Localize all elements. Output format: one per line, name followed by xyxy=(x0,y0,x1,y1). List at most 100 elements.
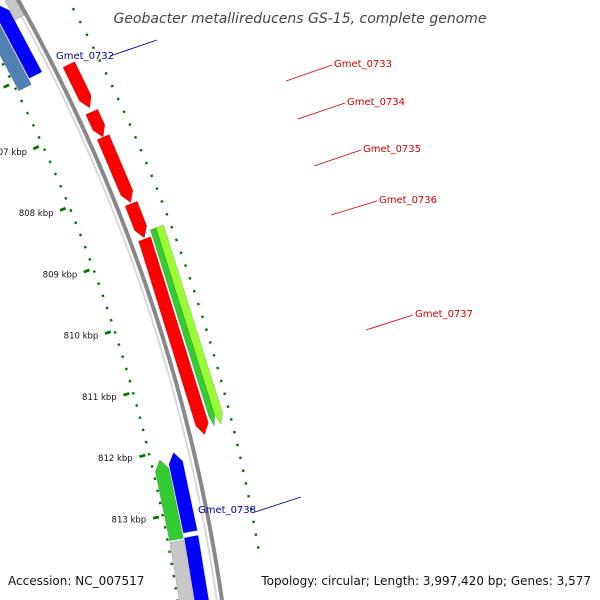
kbp-tick-label: 808 kbp xyxy=(19,209,54,219)
kbp-tick-mark xyxy=(152,515,160,520)
kbp-tick-mark xyxy=(123,392,130,397)
tick-dot xyxy=(155,187,159,191)
tick-dot xyxy=(48,160,52,164)
gene-leader-line xyxy=(313,149,362,167)
tick-dot xyxy=(135,404,139,407)
kbp-tick-label: 812 kbp xyxy=(98,454,133,464)
gene-block-gmet-0734 xyxy=(85,108,106,138)
gene-label: Gmet_0733 xyxy=(334,59,392,70)
tick-dot xyxy=(78,233,83,237)
tick-dots-layer xyxy=(1,7,260,600)
tick-dot xyxy=(223,392,227,396)
kbp-tick-mark xyxy=(59,206,67,212)
tick-dot xyxy=(219,379,223,383)
tick-dot xyxy=(179,251,183,255)
tick-dot xyxy=(64,196,68,200)
kbp-tick-mark xyxy=(3,83,10,89)
gene-labels-layer: Gmet_0732 Gmet_0733 Gmet_0734 Gmet_0735 Gmet… xyxy=(56,39,473,516)
gene-label: Gmet_0734 xyxy=(347,97,405,108)
tick-dot xyxy=(121,355,125,359)
tick-dot xyxy=(208,340,212,344)
gene-block-gmet-0738-green xyxy=(154,459,184,542)
tick-dot xyxy=(105,306,109,310)
tick-dot xyxy=(43,148,47,152)
tick-dot xyxy=(232,430,236,434)
tick-dot xyxy=(7,74,11,79)
feature-block-gmet-0737-lightgreen xyxy=(155,224,223,425)
tick-dot xyxy=(101,294,105,298)
tick-dot xyxy=(83,245,87,249)
tick-dot xyxy=(150,465,154,468)
tick-dot xyxy=(138,416,142,420)
tick-dot xyxy=(69,208,73,213)
tick-dot xyxy=(104,71,108,75)
tick-dot xyxy=(160,199,164,204)
kbp-tick-mark xyxy=(104,330,112,335)
tick-dot xyxy=(161,513,165,517)
gene-block-gmet-0737 xyxy=(138,236,209,436)
backbone-layer xyxy=(11,0,224,600)
tick-dot xyxy=(144,161,148,165)
tick-dot xyxy=(133,135,138,139)
tick-dot xyxy=(59,184,63,188)
gene-leader-line xyxy=(365,314,414,331)
tick-dot xyxy=(192,289,196,293)
tick-dot xyxy=(37,135,41,140)
gray-block-top xyxy=(4,0,25,21)
gene-label: Gmet_0732 xyxy=(56,51,114,62)
kbp-tick-label: 809 kbp xyxy=(43,270,78,280)
kbp-tick-mark xyxy=(32,145,40,151)
gene-leader-line xyxy=(330,200,378,216)
tick-dot xyxy=(25,111,30,115)
tick-dot xyxy=(53,172,58,176)
tick-dot xyxy=(74,221,78,225)
kbp-tick-label: 807 kbp xyxy=(0,148,27,158)
tick-dot xyxy=(156,489,159,493)
gene-block-gmet-0733 xyxy=(62,61,92,109)
backbone-outer-line xyxy=(15,0,224,600)
tick-dot xyxy=(71,7,76,11)
gene-label: Gmet_0736 xyxy=(379,195,437,206)
tick-dot xyxy=(113,330,117,334)
features-layer xyxy=(0,0,223,600)
tick-dot xyxy=(13,87,18,91)
tick-dot xyxy=(128,379,132,383)
tick-dot xyxy=(109,318,113,322)
tick-dot xyxy=(85,33,89,37)
gene-leader-line xyxy=(285,64,333,82)
tick-dot xyxy=(196,302,200,306)
accession-text: Accession: NC_007517 xyxy=(8,574,145,588)
tick-dot xyxy=(153,477,157,481)
kbp-tick-label: 811 kbp xyxy=(82,393,117,403)
tick-dot xyxy=(78,20,82,24)
gene-block-gmet-0736 xyxy=(124,200,148,239)
tick-dot xyxy=(165,212,169,216)
tick-dot xyxy=(92,269,96,274)
tick-dot xyxy=(235,443,239,447)
tick-dot xyxy=(170,225,174,229)
tick-dot xyxy=(174,238,179,242)
tick-dot xyxy=(150,174,154,178)
feature-block-gmet-0737-green xyxy=(150,227,215,427)
gene-label: Gmet_0738 xyxy=(198,505,256,516)
kbp-tick-label: 813 kbp xyxy=(112,516,147,526)
tick-dot xyxy=(1,62,5,66)
tick-dot xyxy=(247,494,251,498)
tick-dot xyxy=(163,525,167,529)
gene-leader-line xyxy=(109,39,158,57)
backbone-inner-line xyxy=(11,0,218,600)
tick-dot xyxy=(200,315,204,319)
tick-dot xyxy=(88,257,92,261)
tick-dot xyxy=(110,84,114,88)
tick-dot xyxy=(117,343,121,347)
tick-dot xyxy=(141,428,145,432)
tick-dot xyxy=(229,417,233,421)
tick-dot xyxy=(184,264,188,268)
gene-label: Gmet_0737 xyxy=(415,309,473,320)
tick-dot xyxy=(212,353,216,357)
blue-block-bottom xyxy=(183,535,209,600)
tick-dot xyxy=(91,46,96,50)
tick-dot xyxy=(116,97,120,101)
